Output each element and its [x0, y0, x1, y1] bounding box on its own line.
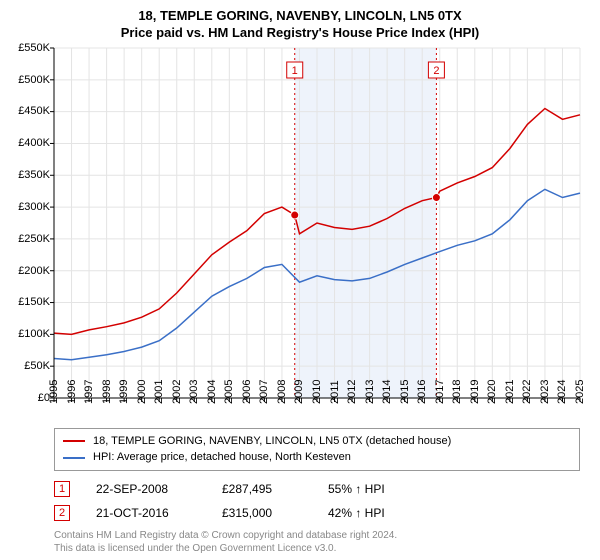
- x-tick-label: 1999: [118, 379, 130, 403]
- x-tick-label: 2016: [416, 379, 428, 403]
- x-tick-label: 2017: [434, 379, 446, 403]
- x-tick-label: 2010: [311, 379, 323, 403]
- chart-title-line2: Price paid vs. HM Land Registry's House …: [10, 25, 590, 42]
- x-tick-label: 1996: [66, 379, 78, 403]
- event-row: 2 21-OCT-2016 £315,000 42% ↑ HPI: [54, 505, 580, 521]
- x-tick-label: 2024: [556, 379, 568, 403]
- chart-title-line1: 18, TEMPLE GORING, NAVENBY, LINCOLN, LN5…: [10, 8, 590, 25]
- y-tick-label: £150K: [18, 296, 50, 308]
- event-hpi: 42% ↑ HPI: [328, 506, 385, 520]
- x-tick-label: 2004: [206, 379, 218, 403]
- x-tick-label: 2019: [469, 379, 481, 403]
- x-tick-label: 2018: [451, 379, 463, 403]
- footer-line2: This data is licensed under the Open Gov…: [54, 542, 580, 555]
- x-tick-label: 2021: [504, 379, 516, 403]
- x-tick-label: 2000: [136, 379, 148, 403]
- svg-text:2: 2: [433, 65, 439, 77]
- y-tick-label: £500K: [18, 74, 50, 86]
- event-list: 1 22-SEP-2008 £287,495 55% ↑ HPI 2 21-OCT-201…: [54, 481, 580, 521]
- chart-area: 12 £0£50K£100K£150K£200K£250K£300K£350K£…: [54, 48, 580, 398]
- x-tick-label: 2014: [381, 379, 393, 403]
- x-tick-label: 1998: [101, 379, 113, 403]
- event-date: 22-SEP-2008: [96, 482, 196, 496]
- legend-label: 18, TEMPLE GORING, NAVENBY, LINCOLN, LN5…: [93, 433, 451, 450]
- svg-text:1: 1: [292, 65, 298, 77]
- x-tick-label: 2005: [223, 379, 235, 403]
- x-tick-label: 2007: [258, 379, 270, 403]
- legend-item: 18, TEMPLE GORING, NAVENBY, LINCOLN, LN5…: [63, 433, 571, 450]
- y-tick-label: £100K: [18, 328, 50, 340]
- line-chart-svg: 12: [54, 48, 580, 398]
- event-row: 1 22-SEP-2008 £287,495 55% ↑ HPI: [54, 481, 580, 497]
- legend: 18, TEMPLE GORING, NAVENBY, LINCOLN, LN5…: [54, 428, 580, 471]
- legend-swatch: [63, 457, 85, 459]
- x-tick-label: 2012: [346, 379, 358, 403]
- x-tick-label: 2008: [276, 379, 288, 403]
- x-tick-label: 2013: [364, 379, 376, 403]
- x-tick-label: 2002: [171, 379, 183, 403]
- x-tick-label: 2015: [399, 379, 411, 403]
- event-price: £315,000: [222, 506, 302, 520]
- event-price: £287,495: [222, 482, 302, 496]
- footer-line1: Contains HM Land Registry data © Crown c…: [54, 529, 580, 542]
- x-tick-label: 2009: [293, 379, 305, 403]
- event-hpi: 55% ↑ HPI: [328, 482, 385, 496]
- x-tick-label: 2023: [539, 379, 551, 403]
- legend-item: HPI: Average price, detached house, Nort…: [63, 449, 571, 466]
- y-tick-label: £200K: [18, 265, 50, 277]
- y-tick-label: £450K: [18, 105, 50, 117]
- x-tick-label: 2011: [329, 380, 341, 404]
- legend-swatch: [63, 440, 85, 442]
- footer-attribution: Contains HM Land Registry data © Crown c…: [54, 529, 580, 555]
- y-tick-label: £250K: [18, 233, 50, 245]
- x-tick-label: 2022: [521, 379, 533, 403]
- x-tick-label: 1995: [48, 379, 60, 403]
- y-tick-label: £300K: [18, 201, 50, 213]
- y-tick-label: £50K: [24, 360, 50, 372]
- y-tick-label: £350K: [18, 169, 50, 181]
- event-number-badge: 2: [54, 505, 70, 521]
- event-number-badge: 1: [54, 481, 70, 497]
- y-tick-label: £400K: [18, 137, 50, 149]
- legend-label: HPI: Average price, detached house, Nort…: [93, 449, 351, 466]
- event-date: 21-OCT-2016: [96, 506, 196, 520]
- x-tick-label: 2020: [486, 379, 498, 403]
- x-tick-label: 2006: [241, 379, 253, 403]
- x-tick-label: 2001: [153, 379, 165, 403]
- x-tick-label: 2003: [188, 379, 200, 403]
- x-tick-label: 1997: [83, 379, 95, 403]
- y-tick-label: £550K: [18, 42, 50, 54]
- x-tick-label: 2025: [574, 379, 586, 403]
